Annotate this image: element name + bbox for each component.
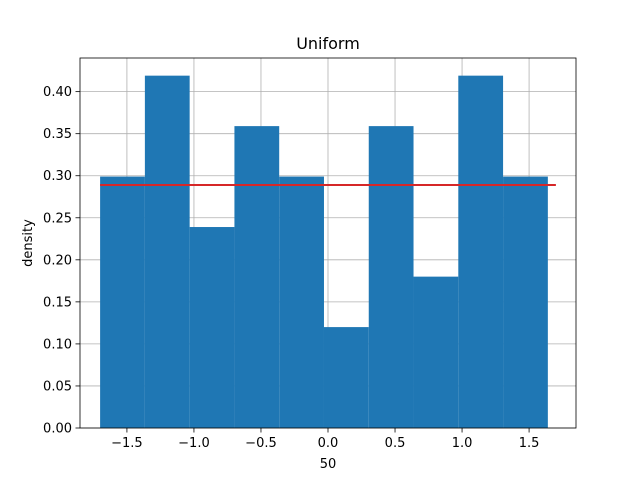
x-tick-label: −1.0 (178, 436, 210, 451)
y-axis: 0.00 0.05 0.10 0.15 0.20 0.25 0.30 0.35 0.40 (43, 85, 80, 437)
histogram-bar (144, 75, 190, 428)
y-tick-label: 0.00 (43, 422, 72, 437)
histogram-bar (503, 176, 548, 428)
y-tick-label: 0.20 (43, 253, 72, 268)
histogram-bar (368, 126, 414, 428)
histogram-bar (279, 176, 324, 428)
x-axis-label: 50 (320, 457, 337, 472)
histogram-bar (413, 276, 459, 428)
y-tick-label: 0.40 (43, 85, 72, 100)
x-tick-label: 1.5 (519, 436, 540, 451)
y-tick-label: 0.30 (43, 169, 72, 184)
y-tick-label: 0.25 (43, 211, 72, 226)
x-tick-label: −0.5 (245, 436, 277, 451)
histogram-bar (189, 227, 235, 428)
histogram-bar (100, 176, 145, 428)
y-tick-label: 0.10 (43, 337, 72, 352)
x-tick-label: 0.0 (318, 436, 339, 451)
y-tick-label: 0.15 (43, 295, 72, 310)
y-tick-label: 0.35 (43, 127, 72, 142)
histogram-bar (234, 126, 280, 428)
y-axis-label: density (21, 219, 36, 267)
histogram-bar (323, 327, 369, 428)
x-tick-label: −1.5 (111, 436, 143, 451)
chart-title: Uniform (296, 34, 360, 53)
x-tick-label: 1.0 (452, 436, 473, 451)
bars (100, 75, 548, 428)
x-axis: −1.5 −1.0 −0.5 0.0 0.5 1.0 1.5 (111, 428, 539, 451)
y-tick-label: 0.05 (43, 379, 72, 394)
histogram-bar (458, 75, 504, 428)
x-tick-label: 0.5 (385, 436, 406, 451)
